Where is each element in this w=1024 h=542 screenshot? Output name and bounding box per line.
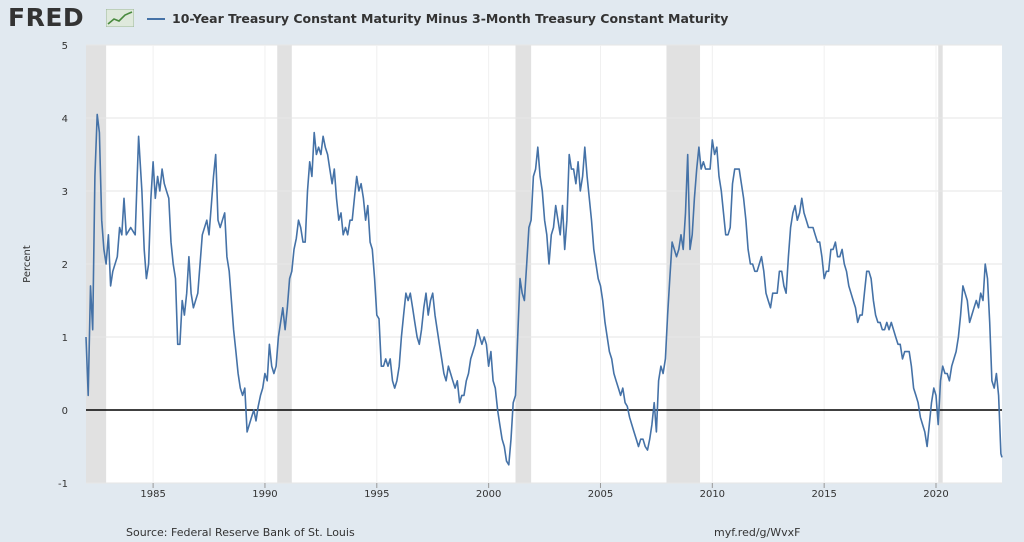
x-tick-label: 1990: [252, 489, 277, 500]
legend: 10-Year Treasury Constant Maturity Minus…: [147, 11, 728, 26]
x-tick-label: 2005: [588, 489, 613, 500]
y-axis-label: Percent: [22, 245, 33, 283]
y-tick-label: 3: [62, 187, 68, 198]
x-tick-label: 2015: [811, 489, 836, 500]
line-chart: -1 0 1 2 3 4 5 1985 1990 1995 2000 2005 2010 2015 2020…: [22, 41, 1003, 500]
source-note: Source: Federal Reserve Bank of St. Loui…: [126, 526, 355, 539]
x-tick-label: 2010: [700, 489, 725, 500]
header: FRED 10-Year Treasury Constant Maturity …: [0, 0, 1024, 40]
y-tick-label: 1: [62, 333, 68, 344]
x-tick-label: 2020: [923, 489, 948, 500]
legend-swatch: [147, 17, 165, 20]
fred-logo[interactable]: FRED: [8, 3, 85, 32]
y-tick-label: -1: [58, 479, 68, 490]
trend-chart-icon: [106, 9, 134, 27]
legend-label[interactable]: 10-Year Treasury Constant Maturity Minus…: [172, 11, 729, 26]
x-tick-label: 2000: [476, 489, 501, 500]
y-tick-label: 2: [62, 260, 68, 271]
y-tick-label: 4: [62, 114, 68, 125]
y-tick-label: 0: [62, 406, 68, 417]
x-tick-label: 1995: [364, 489, 389, 500]
short-url[interactable]: myf.red/g/WvxF: [714, 526, 801, 539]
series-line: [85, 113, 1003, 466]
y-tick-label: 5: [62, 41, 68, 52]
x-tick-label: 1985: [140, 489, 165, 500]
